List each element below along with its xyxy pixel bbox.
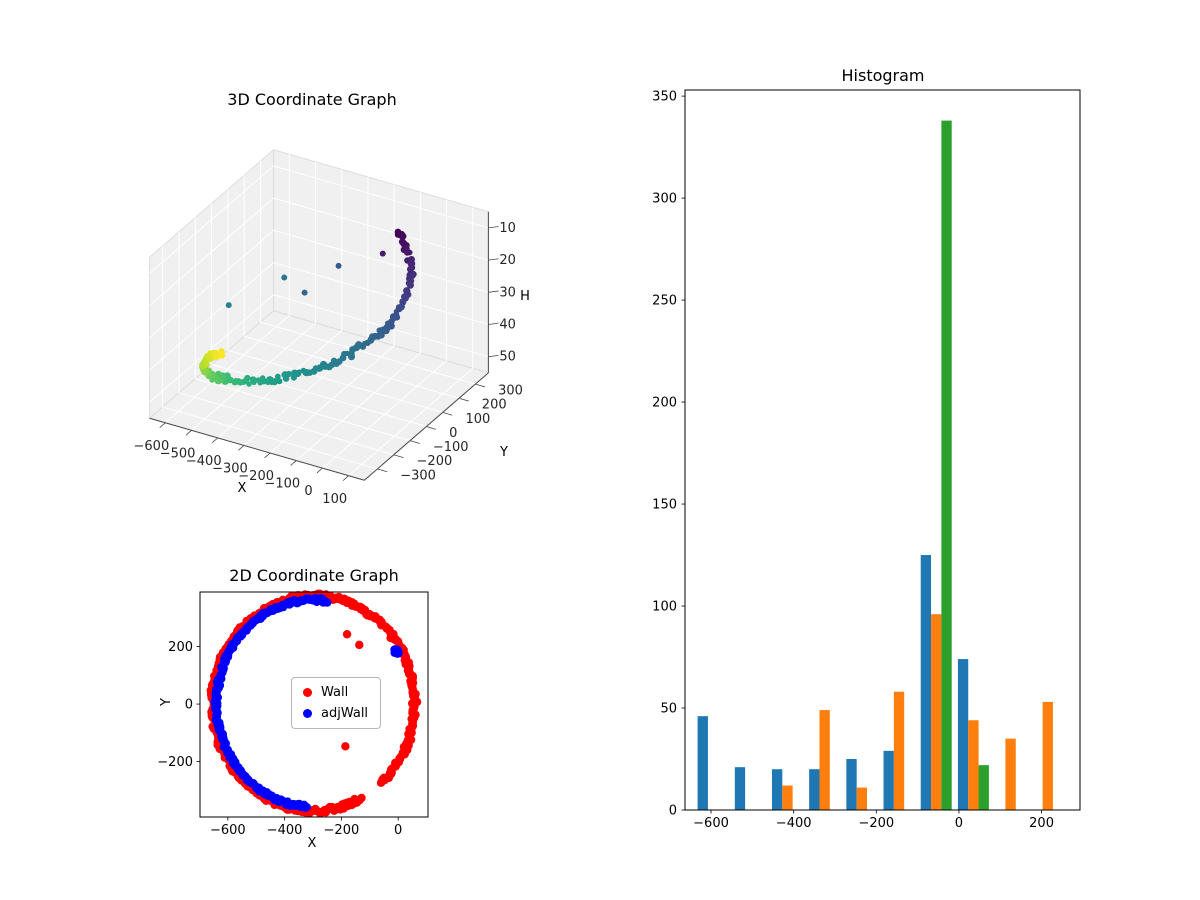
svg-text:−200: −200: [858, 816, 894, 831]
svg-text:−200: −200: [157, 755, 193, 770]
legend-label-wall: Wall: [321, 685, 349, 700]
plot2d-xlabel: X: [307, 836, 317, 851]
svg-text:350: 350: [652, 90, 677, 105]
svg-text:250: 250: [652, 294, 677, 309]
legend-label-adjwall: adjWall: [321, 706, 369, 721]
plot2d-legend: Wall adjWall: [291, 677, 382, 729]
histogram-canvas: −600 −400 −200 0 200 0 50 100 150 200 250 300 350: [652, 89, 1081, 831]
plot2d-ylabel: Y: [159, 698, 174, 706]
svg-text:50: 50: [499, 350, 516, 365]
svg-text:−300: −300: [212, 462, 248, 477]
svg-text:−100: −100: [264, 477, 300, 492]
histogram-title: Histogram: [841, 66, 925, 85]
svg-text:200: 200: [482, 398, 507, 413]
svg-text:−600: −600: [693, 816, 729, 831]
svg-text:−100: −100: [433, 440, 469, 455]
svg-text:30: 30: [499, 285, 516, 300]
plot3d-tick-labels: −600−500−400−300−200−1000100−300−200−100…: [134, 221, 523, 507]
plot2d-canvas: −600 −400 −200 0 −200 0 200: [157, 589, 429, 838]
svg-text:100: 100: [652, 600, 677, 615]
legend-entry-wall: Wall: [303, 685, 368, 700]
svg-text:100: 100: [322, 492, 347, 507]
plot3d-ylabel: Y: [500, 445, 508, 460]
svg-text:−400: −400: [267, 823, 303, 838]
plot3d-zlabel: H: [520, 289, 530, 304]
legend-entry-adjwall: adjWall: [303, 706, 368, 721]
plot3d-gridlines: [149, 154, 489, 477]
plot2d-title: 2D Coordinate Graph: [229, 566, 399, 585]
plot3d-panes: [148, 148, 490, 481]
svg-text:0: 0: [304, 484, 312, 499]
histogram-axes: −600 −400 −200 0 200 0 50 100 150 200 250 300 350: [652, 89, 1081, 831]
svg-text:−400: −400: [186, 454, 222, 469]
svg-text:−300: −300: [400, 468, 436, 483]
plot3d-title: 3D Coordinate Graph: [227, 90, 397, 109]
svg-text:200: 200: [168, 640, 193, 655]
plot2d-points-adjwall: [210, 593, 403, 812]
svg-text:50: 50: [660, 702, 677, 717]
svg-text:300: 300: [652, 192, 677, 207]
svg-text:−200: −200: [238, 469, 274, 484]
plot2d-axes: −600 −400 −200 0 −200 0 200: [157, 591, 429, 838]
svg-text:0: 0: [185, 698, 193, 713]
adjwall-marker-icon: [303, 709, 312, 718]
svg-text:100: 100: [465, 412, 490, 427]
svg-text:40: 40: [499, 318, 516, 333]
plot3d-canvas: −600−500−400−300−200−1000100−300−200−100…: [134, 148, 523, 507]
svg-text:−600: −600: [134, 439, 170, 454]
svg-text:−500: −500: [160, 446, 196, 461]
svg-text:200: 200: [652, 396, 677, 411]
wall-marker-icon: [303, 688, 312, 697]
svg-text:10: 10: [499, 221, 516, 236]
svg-text:0: 0: [955, 816, 963, 831]
svg-text:200: 200: [1029, 816, 1054, 831]
svg-text:150: 150: [652, 498, 677, 513]
svg-text:0: 0: [449, 426, 457, 441]
svg-text:−400: −400: [776, 816, 812, 831]
histogram-bars-series-2: [782, 614, 1053, 810]
svg-text:−200: −200: [324, 823, 360, 838]
svg-text:−600: −600: [210, 823, 246, 838]
svg-text:20: 20: [499, 253, 516, 268]
svg-text:0: 0: [394, 823, 402, 838]
histogram-bars-series-1: [697, 555, 969, 810]
svg-text:−200: −200: [417, 454, 453, 469]
svg-text:300: 300: [498, 384, 523, 399]
plot3d-xlabel: X: [237, 481, 247, 496]
svg-text:0: 0: [669, 804, 677, 819]
histogram-bars-series-3: [941, 120, 989, 810]
plot3d-scatter: [199, 228, 417, 387]
